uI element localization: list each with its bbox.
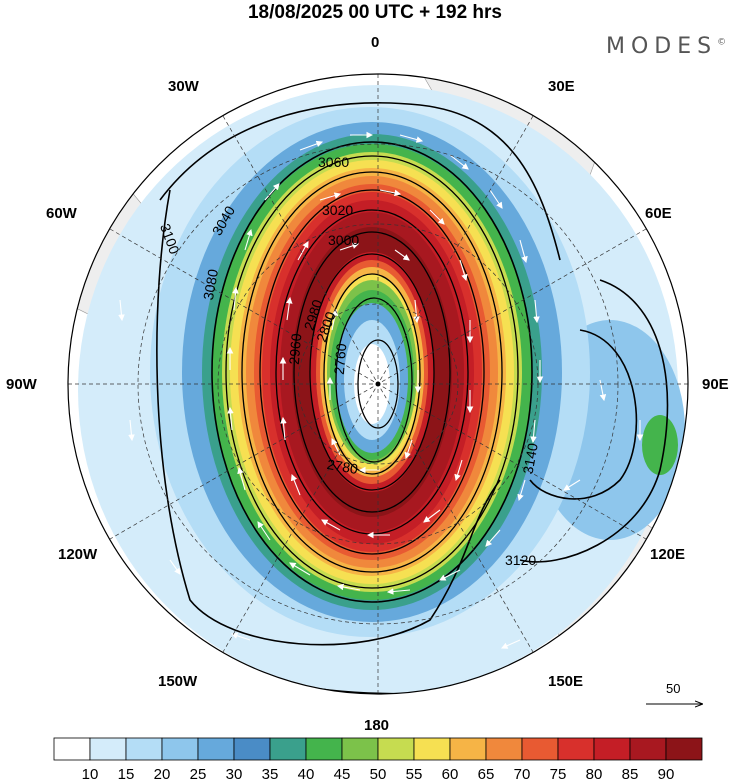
- contour-label: 3060: [318, 154, 349, 170]
- colorbar-label: 70: [514, 766, 531, 782]
- map-field: [68, 74, 688, 694]
- contour-label-group: 3060 3040 3020 3000 2980 2960 2800 2780 …: [157, 154, 541, 568]
- colorbar-swatch: [449, 737, 487, 761]
- colorbar-swatch: [305, 737, 343, 761]
- vector-key-label: 50: [666, 681, 680, 696]
- colorbar-swatch: [521, 737, 559, 761]
- colorbar-label: 45: [334, 766, 351, 782]
- lon-label: 60W: [46, 205, 77, 222]
- pole-marker: [375, 381, 381, 387]
- contour-label: 3120: [505, 552, 536, 568]
- colorbar-swatch: [269, 737, 307, 761]
- colorbar-swatch: [197, 737, 235, 761]
- colorbar-label: 55: [406, 766, 423, 782]
- colorbar-label: 90: [658, 766, 675, 782]
- colorbar-label: 35: [262, 766, 279, 782]
- contour-label: 2960: [286, 333, 305, 366]
- colorbar-label: 40: [298, 766, 315, 782]
- colorbar-swatch: [89, 737, 127, 761]
- contour-label: 3020: [322, 202, 353, 218]
- colorbar-swatch: [161, 737, 199, 761]
- colorbar-label: 60: [442, 766, 459, 782]
- colorbar-swatch: [233, 737, 271, 761]
- contour-label: 3000: [328, 232, 359, 248]
- colorbar-swatch: [557, 737, 595, 761]
- lon-label: 150W: [158, 673, 198, 690]
- colorbar-label: 25: [190, 766, 207, 782]
- lon-label: 0: [371, 34, 380, 51]
- lon-label: 180: [364, 717, 390, 734]
- colorbar-label: 50: [370, 766, 387, 782]
- colorbar-label: 30: [226, 766, 243, 782]
- colorbar-label: 80: [586, 766, 603, 782]
- colorbar-label: 10: [82, 766, 99, 782]
- colorbar: 10 15 20 25 30 35 40 45 50 55 60 65 70 75 80 85 90: [53, 737, 703, 782]
- brand-name: MODES: [606, 34, 718, 59]
- lon-label: 30E: [548, 78, 575, 95]
- colorbar-label: 85: [622, 766, 639, 782]
- contour-label: 2760: [331, 343, 350, 376]
- brand-logo: MODES©: [606, 34, 726, 59]
- contour-label: 3080: [200, 268, 221, 302]
- colorbar-swatch: [485, 737, 523, 761]
- map-title: 18/08/2025 00 UTC + 192 hrs: [247, 2, 503, 23]
- colorbar-label: 65: [478, 766, 495, 782]
- lon-label: 120W: [58, 546, 98, 563]
- colorbar-swatch: [125, 737, 163, 761]
- colorbar-swatch: [53, 737, 91, 761]
- colorbar-swatch: [377, 737, 415, 761]
- contour-label: 2780: [326, 456, 360, 477]
- lon-label: 60E: [645, 205, 672, 222]
- colorbar-swatch: [629, 737, 667, 761]
- colorbar-label: 15: [118, 766, 135, 782]
- colorbar-swatch: [413, 737, 451, 761]
- contour-label: 3140: [520, 442, 541, 476]
- lon-label: 90E: [702, 376, 729, 393]
- brand-mark: ©: [717, 37, 727, 48]
- lon-label: 120E: [650, 546, 686, 563]
- colorbar-swatch: [341, 737, 379, 761]
- lon-label: 150E: [548, 673, 584, 690]
- colorbar-label: 20: [154, 766, 171, 782]
- colorbar-label: 75: [550, 766, 567, 782]
- lon-label: 30W: [168, 78, 199, 95]
- lon-label: 90W: [6, 376, 37, 393]
- wind-vectors: [118, 119, 644, 649]
- colorbar-swatch: [665, 737, 703, 761]
- map-border: [67, 73, 689, 695]
- colorbar-swatch: [593, 737, 631, 761]
